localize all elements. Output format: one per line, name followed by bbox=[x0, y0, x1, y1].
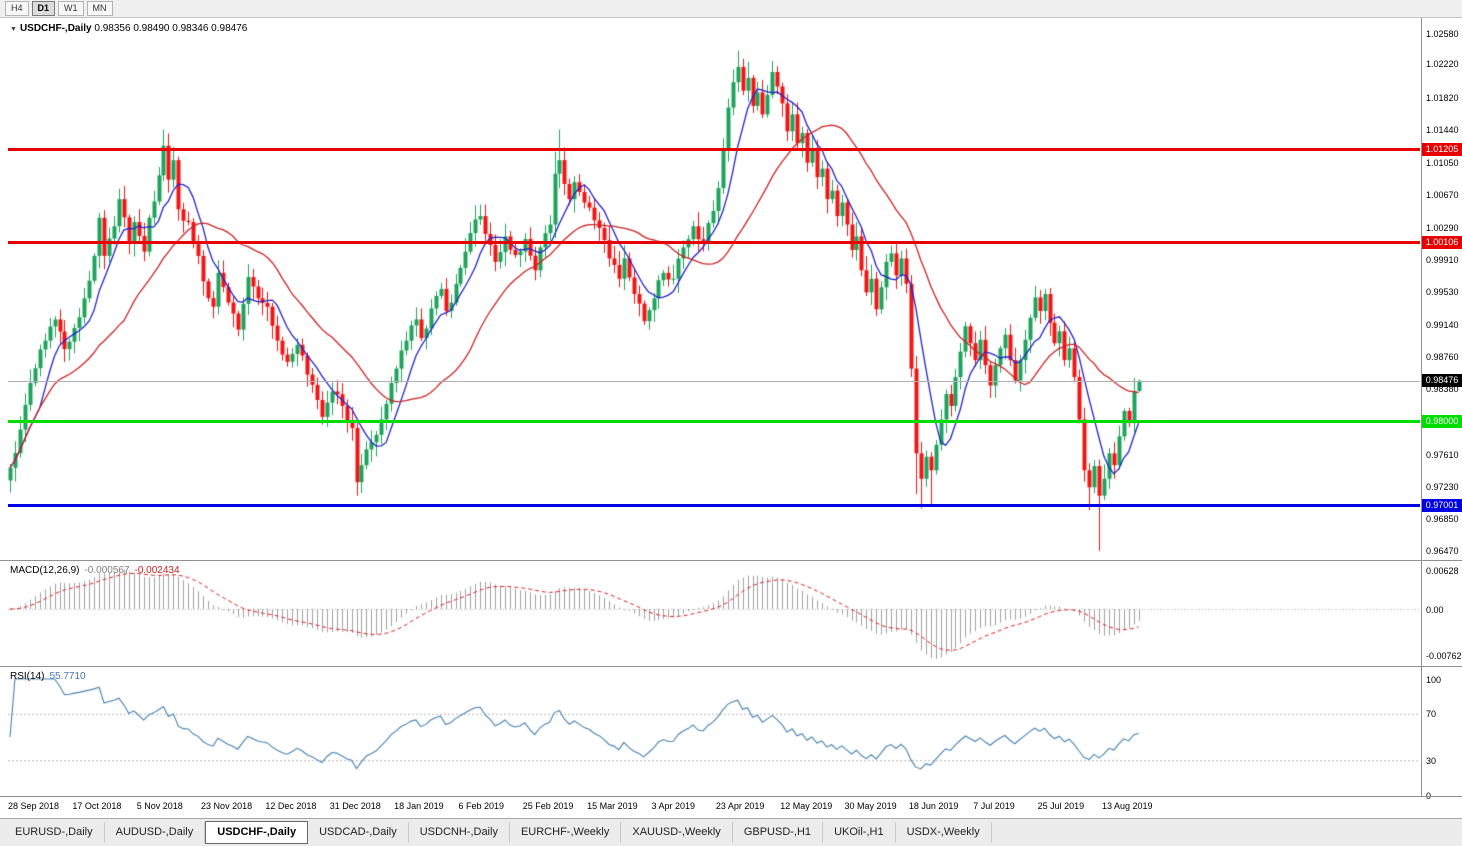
price-axis-label: 0.98760 bbox=[1426, 352, 1459, 363]
chart-tab-usdcnh-daily[interactable]: USDCNH-,Daily bbox=[409, 822, 510, 843]
macd-title: MACD(12,26,9) -0.000567 -0.002434 bbox=[10, 565, 180, 576]
price-axis-separator bbox=[1421, 18, 1422, 797]
macd-axis-label: -0.00762 bbox=[1426, 651, 1462, 662]
price-line-tag: 1.00106 bbox=[1422, 236, 1462, 250]
time-axis-label: 25 Jul 2019 bbox=[1037, 801, 1085, 811]
time-axis-label: 31 Dec 2018 bbox=[329, 801, 381, 811]
time-axis-label: 30 May 2019 bbox=[844, 801, 897, 811]
rsi-axis-label: 0 bbox=[1426, 791, 1431, 801]
chart-tab-eurchf-weekly[interactable]: EURCHF-,Weekly bbox=[510, 822, 622, 843]
rsi-axis-label: 100 bbox=[1426, 674, 1442, 685]
price-line-tag: 0.97001 bbox=[1422, 499, 1462, 513]
chart-tab-usdchf-daily[interactable]: USDCHF-,Daily bbox=[205, 821, 309, 844]
price-line-0.97001[interactable] bbox=[8, 504, 1420, 508]
time-axis-label: 12 May 2019 bbox=[780, 801, 833, 811]
price-axis-label: 1.02580 bbox=[1426, 28, 1459, 39]
time-axis-label: 5 Nov 2018 bbox=[136, 801, 183, 811]
time-axis-label: 13 Aug 2019 bbox=[1101, 801, 1153, 811]
rsi-axis-label: 30 bbox=[1426, 755, 1437, 766]
time-axis-label: 25 Feb 2019 bbox=[522, 801, 574, 811]
price-axis-label: 0.98380 bbox=[1426, 384, 1459, 395]
ohlc-values: 0.98356 0.98490 0.98346 0.98476 bbox=[94, 23, 248, 34]
panel-separator-rsi[interactable] bbox=[0, 666, 1462, 667]
time-axis-label: 23 Nov 2018 bbox=[201, 801, 253, 811]
time-axis-label: 12 Dec 2018 bbox=[265, 801, 317, 811]
timeframe-toolbar: H4 D1 W1 MN bbox=[0, 0, 1462, 18]
macd-signal-value: -0.002434 bbox=[134, 565, 180, 576]
price-axis-label: 1.00290 bbox=[1426, 222, 1459, 233]
panel-separator-macd[interactable] bbox=[0, 560, 1462, 561]
timeframe-button-mn[interactable]: MN bbox=[86, 1, 113, 16]
time-axis-label: 23 Apr 2019 bbox=[715, 801, 765, 811]
chart-tab-audusd-daily[interactable]: AUDUSD-,Daily bbox=[105, 822, 206, 843]
time-axis-label: 28 Sep 2018 bbox=[8, 801, 60, 811]
macd-axis-label: 0.00628 bbox=[1426, 566, 1459, 577]
price-axis-label: 0.96850 bbox=[1426, 514, 1459, 525]
symbol-dropdown-icon[interactable]: ▼ bbox=[10, 26, 17, 33]
rsi-value: 55.7710 bbox=[49, 671, 86, 682]
price-axis-label: 1.01050 bbox=[1426, 158, 1459, 169]
price-axis-label: 0.99530 bbox=[1426, 286, 1459, 297]
macd-axis-label: 0.00 bbox=[1426, 604, 1444, 615]
time-axis-label: 7 Jul 2019 bbox=[973, 801, 1015, 811]
price-axis-label: 0.99140 bbox=[1426, 320, 1459, 331]
price-axis-label: 1.00670 bbox=[1426, 190, 1459, 201]
chart-tab-eurusd-daily[interactable]: EURUSD-,Daily bbox=[4, 822, 105, 843]
price-axis-label: 0.97230 bbox=[1426, 481, 1459, 492]
price-axis-label: 0.97610 bbox=[1426, 449, 1459, 460]
time-axis-label: 6 Feb 2019 bbox=[458, 801, 504, 811]
symbol-label: USDCHF-,Daily bbox=[19, 23, 92, 34]
chart-tab-usdcad-daily[interactable]: USDCAD-,Daily bbox=[308, 822, 409, 843]
price-line-tag: 1.01205 bbox=[1422, 143, 1462, 157]
chart-tabs-bar: EURUSD-,Daily AUDUSD-,Daily USDCHF-,Daily U… bbox=[0, 818, 1462, 846]
chart-tab-ukoil-h1[interactable]: UKOil-,H1 bbox=[823, 822, 896, 843]
rsi-label: RSI(14) bbox=[10, 671, 45, 682]
time-axis-label: 18 Jan 2019 bbox=[394, 801, 444, 811]
bid-price-tag: 0.98476 bbox=[1422, 374, 1462, 388]
rsi-axis-label: 70 bbox=[1426, 709, 1437, 720]
price-line-tag: 0.98000 bbox=[1422, 414, 1462, 428]
macd-main-value: -0.000567 bbox=[84, 565, 130, 576]
price-axis-label: 1.01440 bbox=[1426, 125, 1459, 136]
chart-tab-xauusd-weekly[interactable]: XAUUSD-,Weekly bbox=[621, 822, 733, 843]
price-line-1.00106[interactable] bbox=[8, 241, 1420, 245]
price-axis-label: 1.01820 bbox=[1426, 92, 1459, 103]
chart-tab-usdx-weekly[interactable]: USDX-,Weekly bbox=[896, 822, 992, 843]
time-axis-label: 3 Apr 2019 bbox=[651, 801, 696, 811]
timeframe-button-h4[interactable]: H4 bbox=[5, 1, 29, 16]
timeframe-button-d1[interactable]: D1 bbox=[31, 1, 56, 16]
rsi-title: RSI(14) 55.7710 bbox=[10, 671, 86, 682]
price-line-1.01205[interactable] bbox=[8, 148, 1420, 152]
time-axis-label: 15 Mar 2019 bbox=[587, 801, 638, 811]
time-axis-label: 18 Jun 2019 bbox=[908, 801, 959, 811]
price-axis-label: 0.96470 bbox=[1426, 546, 1459, 557]
bid-price-line bbox=[8, 380, 1420, 382]
price-axis-label: 1.02220 bbox=[1426, 59, 1459, 70]
time-axis-separator bbox=[0, 796, 1462, 797]
macd-label: MACD(12,26,9) bbox=[10, 565, 80, 576]
chart-title: ▼ USDCHF-,Daily 0.98356 0.98490 0.98346 0… bbox=[10, 23, 247, 34]
chart-tab-gbpusd-h1[interactable]: GBPUSD-,H1 bbox=[733, 822, 824, 843]
price-line-0.98000[interactable] bbox=[8, 419, 1420, 423]
timeframe-button-w1[interactable]: W1 bbox=[58, 1, 84, 16]
time-axis-label: 17 Oct 2018 bbox=[72, 801, 122, 811]
price-axis-label: 0.99910 bbox=[1426, 254, 1459, 265]
